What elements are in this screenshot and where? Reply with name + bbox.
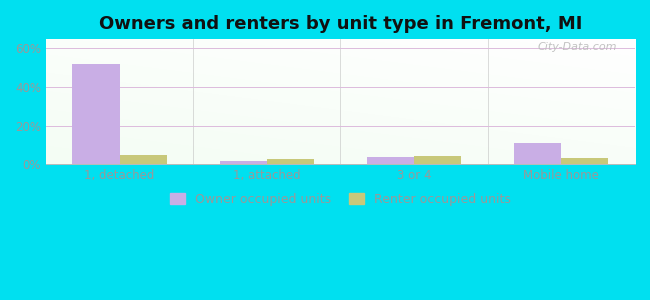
Bar: [367, 158, 414, 164]
Bar: [266, 159, 314, 164]
Title: Owners and renters by unit type in Fremont, MI: Owners and renters by unit type in Fremo…: [99, 15, 582, 33]
Bar: [514, 143, 562, 164]
Bar: [562, 158, 608, 164]
Text: City-Data.com: City-Data.com: [538, 43, 618, 52]
Bar: [414, 155, 462, 164]
Legend: Owner occupied units, Renter occupied units: Owner occupied units, Renter occupied un…: [164, 188, 516, 211]
Bar: [72, 64, 120, 164]
Bar: [120, 154, 166, 164]
Bar: [220, 161, 266, 164]
